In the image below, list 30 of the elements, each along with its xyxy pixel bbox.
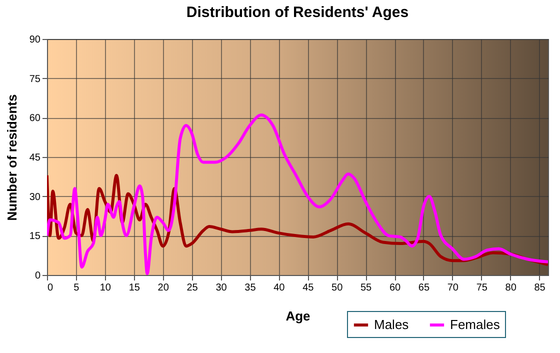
x-tick-label: 75	[476, 282, 488, 294]
y-tick-label: 15	[29, 231, 41, 242]
legend-label: Females	[450, 317, 500, 332]
x-tick-label: 45	[302, 282, 314, 294]
y-axis-title: Number of residents	[4, 94, 20, 221]
x-tick-label: 0	[48, 282, 54, 294]
x-tick-label: 80	[505, 282, 517, 294]
legend-label: Males	[374, 317, 410, 332]
x-tick-label: 35	[244, 282, 256, 294]
x-tick-label: 65	[418, 282, 430, 294]
x-tick-label: 85	[534, 282, 546, 294]
chart-title: Distribution of Residents' Ages	[186, 4, 409, 21]
x-tick-label: 55	[360, 282, 372, 294]
x-tick-label: 15	[128, 282, 140, 294]
x-tick-label: 70	[447, 282, 459, 294]
x-tick-label: 20	[158, 282, 170, 294]
x-tick-label: 30	[216, 282, 228, 294]
x-tick-label: 60	[389, 282, 402, 294]
y-tick-label: 45	[29, 152, 41, 164]
y-tick-label: 60	[29, 113, 41, 124]
x-tick-label: 10	[100, 282, 112, 294]
y-tick-label: 0	[34, 270, 41, 282]
x-axis-title: Age	[286, 308, 310, 324]
y-tick-label: 75	[29, 74, 41, 85]
x-tick-label: 40	[274, 282, 286, 294]
y-tick-label: 30	[29, 192, 41, 203]
x-tick-label: 50	[332, 282, 344, 294]
y-tick-label: 90	[29, 34, 41, 46]
x-tick-label: 5	[74, 282, 80, 294]
x-tick-label: 25	[186, 282, 198, 294]
